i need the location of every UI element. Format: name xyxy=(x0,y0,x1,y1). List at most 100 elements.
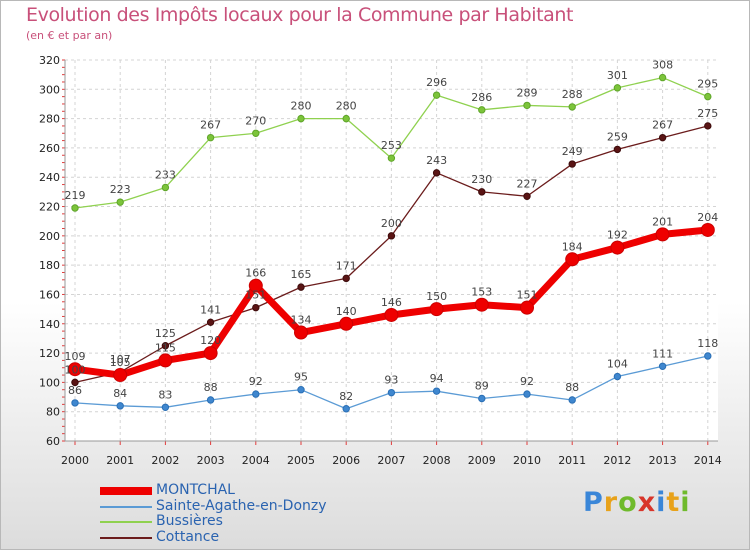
data-label-montchal: 184 xyxy=(562,240,583,253)
data-point-bussieres xyxy=(387,154,396,162)
data-label-cottance: 227 xyxy=(517,177,538,190)
data-point-cottance xyxy=(568,160,576,168)
data-label-montchal: 146 xyxy=(381,296,402,309)
data-label-cottance: 249 xyxy=(562,145,583,158)
data-point-montchal xyxy=(339,316,354,331)
data-label-sainte-agathe-en-donzy: 92 xyxy=(249,375,263,388)
data-point-bussieres xyxy=(478,106,486,114)
data-point-bussieres xyxy=(116,198,124,206)
data-point-bussieres xyxy=(613,84,622,92)
x-tick-label: 2004 xyxy=(242,454,270,467)
data-label-cottance: 259 xyxy=(607,130,628,143)
data-label-montchal: 204 xyxy=(697,211,718,224)
data-point-bussieres xyxy=(71,204,79,212)
y-tick-label: 140 xyxy=(39,318,60,331)
legend-swatch xyxy=(100,521,152,523)
x-tick-label: 2007 xyxy=(377,454,405,467)
y-tick-label: 220 xyxy=(39,201,60,214)
data-point-sainte-agathe-en-donzy xyxy=(297,386,305,394)
y-tick-label: 100 xyxy=(39,376,60,389)
data-point-sainte-agathe-en-donzy xyxy=(478,394,486,403)
data-label-sainte-agathe-en-donzy: 118 xyxy=(697,337,718,350)
legend-swatch xyxy=(100,487,152,495)
y-tick-label: 260 xyxy=(39,142,60,155)
data-point-montchal xyxy=(68,362,82,377)
legend-swatch xyxy=(100,536,152,539)
data-label-cottance: 151 xyxy=(245,289,266,302)
data-point-cottance xyxy=(704,122,712,130)
proxiti-logo: Proxiti xyxy=(583,487,691,518)
data-label-cottance: 171 xyxy=(336,259,357,272)
data-label-montchal: 150 xyxy=(426,290,447,303)
data-label-bussieres: 280 xyxy=(291,100,312,113)
legend-swatch xyxy=(100,505,152,508)
data-point-bussieres xyxy=(704,92,712,101)
data-point-cottance xyxy=(342,274,350,283)
chart-title: Evolution des Impôts locaux pour la Comm… xyxy=(26,4,574,26)
data-point-cottance xyxy=(523,192,531,200)
data-label-sainte-agathe-en-donzy: 92 xyxy=(520,375,534,388)
data-label-bussieres: 233 xyxy=(155,168,176,181)
y-tick-label: 200 xyxy=(39,230,60,243)
data-point-cottance xyxy=(432,169,441,177)
y-tick-label: 120 xyxy=(39,347,60,360)
data-label-bussieres: 270 xyxy=(245,114,266,127)
data-label-bussieres: 289 xyxy=(517,86,538,99)
legend-label: Sainte-Agathe-en-Donzy xyxy=(156,497,327,514)
data-point-bussieres xyxy=(658,73,667,82)
data-point-cottance xyxy=(161,342,170,350)
data-label-sainte-agathe-en-donzy: 94 xyxy=(430,372,444,385)
data-label-cottance: 141 xyxy=(200,303,221,316)
y-tick-label: 60 xyxy=(46,435,60,448)
data-label-montchal: 153 xyxy=(471,286,492,299)
x-tick-label: 2013 xyxy=(649,454,677,467)
data-point-bussieres xyxy=(568,103,576,111)
data-point-montchal xyxy=(113,368,128,383)
y-tick-label: 280 xyxy=(39,113,60,126)
data-label-sainte-agathe-en-donzy: 84 xyxy=(113,387,127,400)
data-point-bussieres xyxy=(342,114,350,123)
data-point-montchal xyxy=(294,325,308,340)
legend-label: Bussières xyxy=(156,513,223,529)
data-label-bussieres: 219 xyxy=(65,189,86,202)
data-point-sainte-agathe-en-donzy xyxy=(523,390,531,398)
data-point-montchal xyxy=(158,353,173,368)
data-point-bussieres xyxy=(161,183,170,192)
data-label-sainte-agathe-en-donzy: 82 xyxy=(339,390,353,403)
x-tick-label: 2009 xyxy=(468,454,496,467)
x-tick-label: 2001 xyxy=(106,454,134,467)
data-label-sainte-agathe-en-donzy: 104 xyxy=(607,358,628,371)
data-label-cottance: 275 xyxy=(697,107,718,120)
legend-label: Cottance xyxy=(156,528,220,545)
data-label-sainte-agathe-en-donzy: 93 xyxy=(384,374,398,387)
data-point-sainte-agathe-en-donzy xyxy=(704,352,712,360)
data-label-bussieres: 301 xyxy=(607,69,628,82)
data-label-sainte-agathe-en-donzy: 89 xyxy=(475,380,489,393)
x-tick-label: 2014 xyxy=(694,454,722,467)
data-label-bussieres: 296 xyxy=(426,76,447,89)
data-label-sainte-agathe-en-donzy: 88 xyxy=(204,381,218,394)
data-label-montchal: 120 xyxy=(200,334,221,347)
data-point-montchal xyxy=(700,222,715,237)
data-label-cottance: 230 xyxy=(471,173,492,186)
y-tick-label: 320 xyxy=(39,54,60,67)
x-tick-label: 2002 xyxy=(151,454,179,467)
data-label-bussieres: 295 xyxy=(697,78,718,91)
data-point-cottance xyxy=(613,145,622,154)
data-point-bussieres xyxy=(252,129,260,137)
legend-label: MONTCHAL xyxy=(156,482,235,498)
x-tick-label: 2012 xyxy=(603,454,631,467)
x-tick-label: 2006 xyxy=(332,454,360,467)
chart-subtitle: (en € et par an) xyxy=(26,29,113,42)
data-label-montchal: 192 xyxy=(607,229,628,242)
data-point-sainte-agathe-en-donzy xyxy=(432,387,441,395)
data-label-montchal: 166 xyxy=(245,267,266,280)
data-point-cottance xyxy=(71,378,79,387)
data-label-cottance: 243 xyxy=(426,154,447,167)
data-point-sainte-agathe-en-donzy xyxy=(387,388,396,397)
data-label-sainte-agathe-en-donzy: 83 xyxy=(158,388,172,401)
x-tick-label: 2011 xyxy=(558,454,586,467)
data-point-sainte-agathe-en-donzy xyxy=(71,399,79,407)
data-label-bussieres: 280 xyxy=(336,100,357,113)
y-tick-label: 160 xyxy=(39,288,60,301)
